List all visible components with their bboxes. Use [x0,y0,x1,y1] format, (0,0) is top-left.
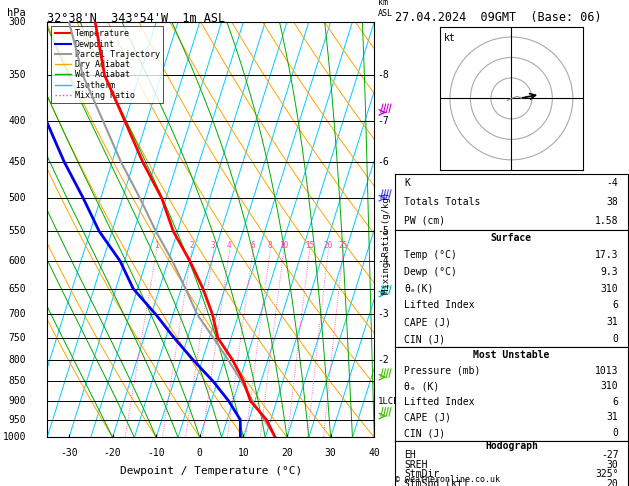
Text: -27: -27 [601,450,618,460]
Text: 850: 850 [8,376,26,386]
Text: 1LCL: 1LCL [377,397,399,405]
Text: 950: 950 [8,415,26,425]
Text: -10: -10 [147,448,165,458]
Text: -5: -5 [377,226,389,236]
Text: 20: 20 [323,241,333,250]
Text: 31: 31 [607,317,618,327]
Text: 2: 2 [189,241,194,250]
Text: 3: 3 [211,241,216,250]
Text: 300: 300 [8,17,26,27]
Text: 10: 10 [279,241,288,250]
Text: 325°: 325° [595,469,618,479]
Text: PW (cm): PW (cm) [404,216,445,226]
Text: 40: 40 [369,448,380,458]
Text: 6: 6 [250,241,255,250]
Text: 9.3: 9.3 [601,267,618,277]
Text: SREH: SREH [404,460,428,469]
Text: 1: 1 [154,241,159,250]
Text: 27.04.2024  09GMT  (Base: 06): 27.04.2024 09GMT (Base: 06) [395,11,601,24]
Text: -3: -3 [377,309,389,319]
Text: 15: 15 [304,241,314,250]
Text: -6: -6 [377,157,389,167]
Text: -30: -30 [60,448,78,458]
Text: CIN (J): CIN (J) [404,428,445,438]
Text: -20: -20 [104,448,121,458]
Text: 30: 30 [325,448,337,458]
Text: Lifted Index: Lifted Index [404,397,475,407]
Text: 900: 900 [8,396,26,406]
Text: Pressure (mb): Pressure (mb) [404,366,481,376]
Text: -4: -4 [377,256,389,266]
Text: 17.3: 17.3 [595,250,618,260]
Text: 310: 310 [601,284,618,294]
Text: hPa: hPa [7,8,26,17]
Text: CAPE (J): CAPE (J) [404,317,452,327]
Text: © weatheronline.co.uk: © weatheronline.co.uk [395,474,500,484]
Legend: Temperature, Dewpoint, Parcel Trajectory, Dry Adiabat, Wet Adiabat, Isotherm, Mi: Temperature, Dewpoint, Parcel Trajectory… [52,26,163,103]
Text: 800: 800 [8,355,26,365]
Text: -2: -2 [377,355,389,365]
Text: 25: 25 [338,241,348,250]
Text: θₑ (K): θₑ (K) [404,382,440,391]
Text: Dewp (°C): Dewp (°C) [404,267,457,277]
Text: 600: 600 [8,256,26,266]
Text: 700: 700 [8,309,26,319]
Text: CIN (J): CIN (J) [404,334,445,344]
Text: -8: -8 [377,70,389,80]
Text: Totals Totals: Totals Totals [404,197,481,207]
Text: StmSpd (kt): StmSpd (kt) [404,479,469,486]
Text: 30: 30 [607,460,618,469]
Text: 500: 500 [8,193,26,203]
Text: K: K [404,178,410,188]
Text: 20: 20 [281,448,293,458]
Text: 0: 0 [613,428,618,438]
Text: Hodograph: Hodograph [485,441,538,451]
Text: 550: 550 [8,226,26,236]
Text: Temp (°C): Temp (°C) [404,250,457,260]
Text: EH: EH [404,450,416,460]
Text: 10: 10 [238,448,249,458]
Text: 6: 6 [613,397,618,407]
Text: 4: 4 [227,241,231,250]
Text: 32°38'N  343°54'W  1m ASL: 32°38'N 343°54'W 1m ASL [47,12,225,25]
Text: StmDir: StmDir [404,469,440,479]
Text: 8: 8 [267,241,272,250]
Text: -4: -4 [607,178,618,188]
Text: CAPE (J): CAPE (J) [404,413,452,422]
Text: 350: 350 [8,70,26,80]
Text: km
ASL: km ASL [377,0,392,17]
Text: 31: 31 [607,413,618,422]
Text: 38: 38 [607,197,618,207]
Text: 0: 0 [197,448,203,458]
Text: 6: 6 [613,300,618,311]
Text: 650: 650 [8,284,26,294]
Text: θₑ(K): θₑ(K) [404,284,434,294]
Text: 20: 20 [607,479,618,486]
Text: Most Unstable: Most Unstable [473,350,550,360]
Text: 310: 310 [601,382,618,391]
Text: Dewpoint / Temperature (°C): Dewpoint / Temperature (°C) [120,467,302,476]
Text: 1.58: 1.58 [595,216,618,226]
Text: kt: kt [444,33,455,43]
Text: Mixing Ratio (g/kg): Mixing Ratio (g/kg) [382,192,391,294]
Text: 0: 0 [613,334,618,344]
Text: 1013: 1013 [595,366,618,376]
Text: Surface: Surface [491,233,532,243]
Text: 750: 750 [8,333,26,343]
Text: 1000: 1000 [3,433,26,442]
Text: Lifted Index: Lifted Index [404,300,475,311]
Text: -7: -7 [377,116,389,126]
Text: 450: 450 [8,157,26,167]
Text: 400: 400 [8,116,26,126]
